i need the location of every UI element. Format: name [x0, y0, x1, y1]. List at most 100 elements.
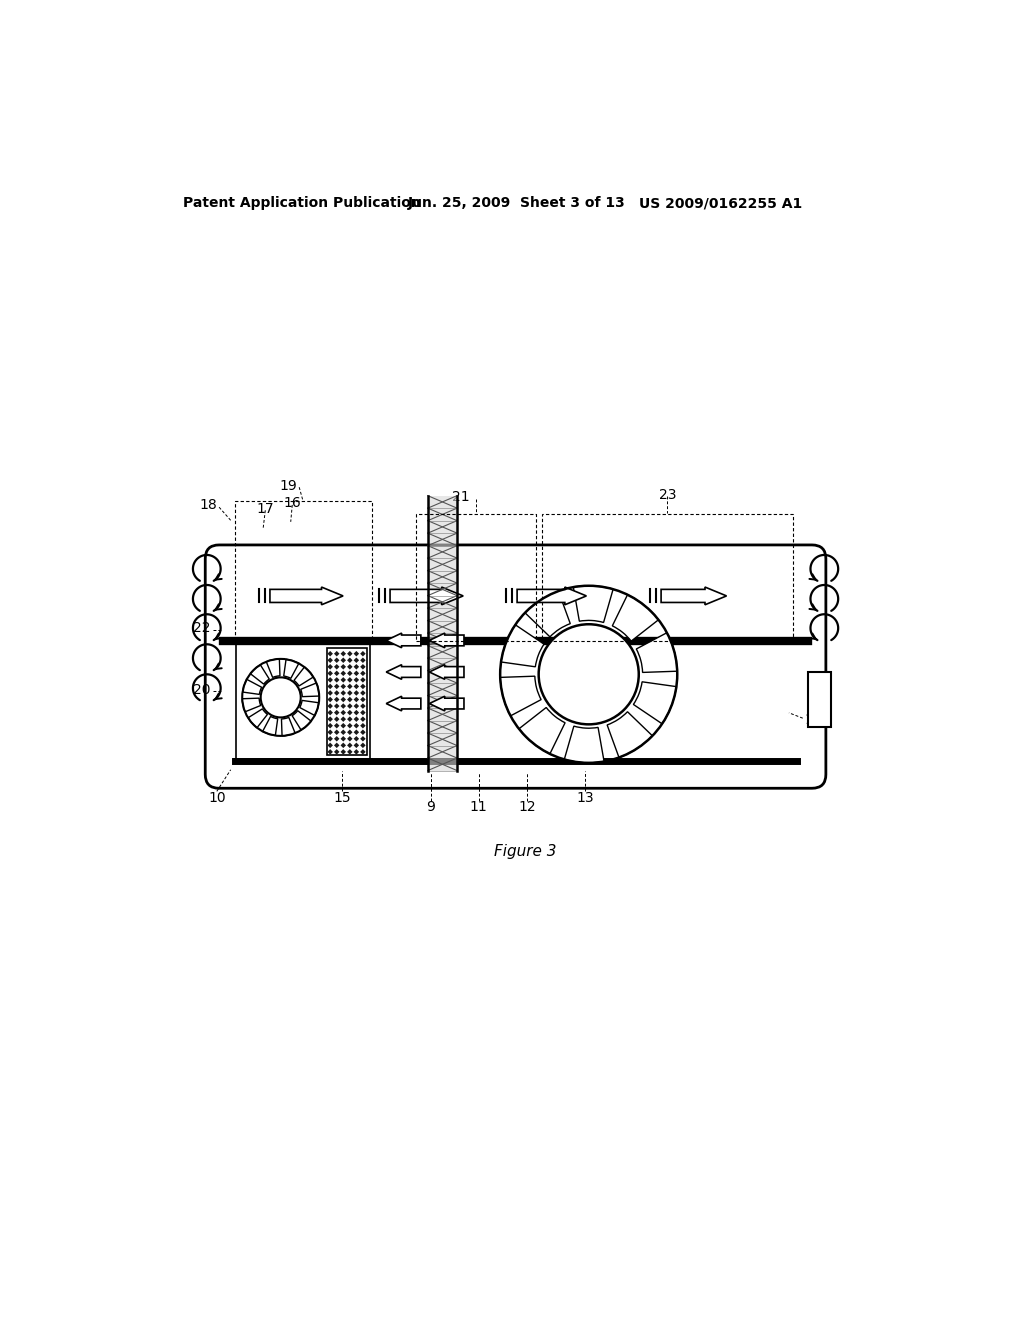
Wedge shape: [519, 708, 565, 754]
Polygon shape: [341, 690, 346, 696]
Polygon shape: [347, 730, 352, 735]
Polygon shape: [360, 723, 366, 729]
Text: Patent Application Publication: Patent Application Publication: [183, 197, 421, 210]
Polygon shape: [347, 690, 352, 696]
Polygon shape: [328, 697, 333, 702]
Polygon shape: [347, 750, 352, 755]
Polygon shape: [347, 684, 352, 689]
Polygon shape: [347, 710, 352, 715]
Polygon shape: [334, 677, 340, 682]
Polygon shape: [328, 730, 333, 735]
Polygon shape: [328, 657, 333, 663]
Wedge shape: [501, 624, 544, 667]
Text: 18: 18: [199, 498, 217, 512]
Wedge shape: [243, 680, 262, 694]
Polygon shape: [328, 750, 333, 755]
Text: 15: 15: [334, 791, 351, 804]
Text: 13: 13: [577, 791, 594, 804]
Polygon shape: [353, 723, 359, 729]
Polygon shape: [353, 677, 359, 682]
Polygon shape: [360, 737, 366, 742]
Polygon shape: [328, 710, 333, 715]
Polygon shape: [341, 697, 346, 702]
Wedge shape: [525, 591, 570, 636]
Text: 16: 16: [284, 496, 301, 511]
Polygon shape: [353, 704, 359, 709]
Wedge shape: [607, 711, 652, 758]
Wedge shape: [284, 659, 299, 678]
Wedge shape: [636, 632, 677, 672]
FancyArrow shape: [386, 696, 421, 711]
Polygon shape: [360, 697, 366, 702]
Wedge shape: [301, 682, 319, 697]
Text: 14: 14: [804, 714, 822, 727]
Polygon shape: [341, 651, 346, 656]
Text: 9: 9: [426, 800, 435, 813]
Wedge shape: [573, 586, 613, 623]
Wedge shape: [266, 659, 280, 677]
Polygon shape: [341, 657, 346, 663]
FancyArrow shape: [429, 665, 464, 680]
Polygon shape: [353, 743, 359, 748]
Bar: [808, 672, 831, 727]
Polygon shape: [360, 684, 366, 689]
Polygon shape: [328, 743, 333, 748]
Polygon shape: [360, 677, 366, 682]
Polygon shape: [334, 684, 340, 689]
Wedge shape: [292, 710, 311, 730]
Polygon shape: [341, 737, 346, 742]
Polygon shape: [353, 710, 359, 715]
Polygon shape: [360, 671, 366, 676]
Polygon shape: [328, 651, 333, 656]
Polygon shape: [347, 671, 352, 676]
Polygon shape: [353, 717, 359, 722]
Text: 12: 12: [518, 800, 536, 813]
Polygon shape: [347, 697, 352, 702]
Circle shape: [261, 677, 301, 718]
Polygon shape: [334, 710, 340, 715]
Wedge shape: [300, 701, 318, 715]
Polygon shape: [353, 671, 359, 676]
Polygon shape: [353, 737, 359, 742]
Polygon shape: [334, 657, 340, 663]
Text: 17: 17: [256, 502, 274, 516]
Text: 11: 11: [470, 800, 487, 813]
Bar: [234, 502, 372, 640]
Polygon shape: [341, 743, 346, 748]
Polygon shape: [360, 717, 366, 722]
Polygon shape: [347, 657, 352, 663]
Polygon shape: [334, 730, 340, 735]
Polygon shape: [334, 651, 340, 656]
Polygon shape: [341, 684, 346, 689]
Polygon shape: [353, 697, 359, 702]
Text: Figure 3: Figure 3: [494, 843, 556, 859]
Polygon shape: [328, 671, 333, 676]
Text: 10: 10: [208, 791, 225, 804]
Text: 23: 23: [658, 488, 676, 502]
Polygon shape: [360, 750, 366, 755]
Polygon shape: [341, 730, 346, 735]
Polygon shape: [353, 750, 359, 755]
FancyArrow shape: [517, 587, 587, 605]
Polygon shape: [360, 704, 366, 709]
Polygon shape: [334, 704, 340, 709]
Polygon shape: [328, 717, 333, 722]
Polygon shape: [328, 677, 333, 682]
Text: 21: 21: [453, 490, 470, 504]
Polygon shape: [347, 737, 352, 742]
Polygon shape: [334, 717, 340, 722]
Text: US 2009/0162255 A1: US 2009/0162255 A1: [639, 197, 802, 210]
Polygon shape: [334, 697, 340, 702]
Bar: [237, 644, 370, 760]
Polygon shape: [341, 750, 346, 755]
Wedge shape: [282, 717, 295, 735]
Polygon shape: [353, 651, 359, 656]
Polygon shape: [347, 717, 352, 722]
Wedge shape: [251, 665, 269, 684]
Wedge shape: [243, 698, 261, 711]
Polygon shape: [360, 710, 366, 715]
Polygon shape: [328, 704, 333, 709]
Polygon shape: [341, 717, 346, 722]
Polygon shape: [341, 677, 346, 682]
Polygon shape: [334, 690, 340, 696]
